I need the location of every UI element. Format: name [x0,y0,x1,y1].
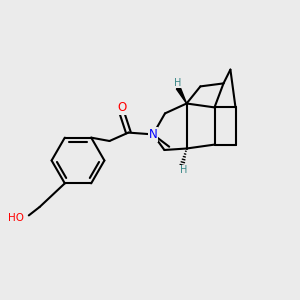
Polygon shape [176,87,187,104]
Text: N: N [148,128,158,141]
Text: HO: HO [8,213,24,224]
Text: O: O [117,100,126,114]
Text: H: H [180,165,187,176]
Text: H: H [174,77,181,88]
